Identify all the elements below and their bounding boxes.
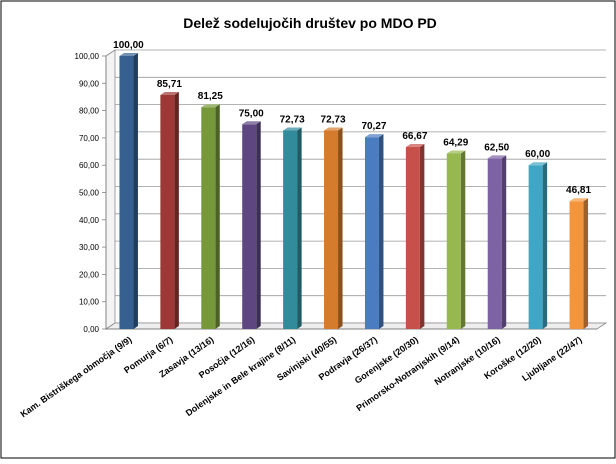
data-label: 62,50 <box>484 142 509 153</box>
chart-title: Delež sodelujočih društev po MDO PD <box>183 15 437 31</box>
bar <box>242 121 261 329</box>
left-wall <box>105 49 116 330</box>
bar-top <box>487 155 507 159</box>
bar-front <box>160 95 175 329</box>
bar-top <box>569 198 589 202</box>
data-label: 100,00 <box>113 40 144 51</box>
y-tick-label: 20,00 <box>79 270 100 279</box>
data-label: 72,73 <box>321 114 346 125</box>
bar <box>405 143 425 329</box>
bar <box>119 53 138 329</box>
axes <box>102 49 608 330</box>
bar-side <box>501 155 507 329</box>
y-tick-label: 80,00 <box>79 107 100 116</box>
y-tick-label: 70,00 <box>79 134 100 143</box>
y-tick-label: 40,00 <box>79 216 100 225</box>
y-tick-label: 0,00 <box>83 325 99 334</box>
bar-side <box>215 104 220 329</box>
bar <box>283 127 302 329</box>
bar-front <box>201 107 216 329</box>
bar-side <box>133 53 138 329</box>
bar-side <box>583 198 589 329</box>
bar-top <box>446 150 466 154</box>
data-label: 75,00 <box>239 108 264 119</box>
y-tick-label: 50,00 <box>79 189 100 198</box>
bar-top <box>364 134 384 138</box>
bar-front <box>528 165 543 329</box>
bar-top <box>160 92 179 96</box>
bar-side <box>460 150 466 329</box>
y-tick-label: 90,00 <box>79 79 100 88</box>
bar-side <box>338 127 343 329</box>
bar-front <box>119 56 134 329</box>
bar-side <box>174 92 179 329</box>
data-label: 85,71 <box>157 79 182 90</box>
bar <box>487 155 507 329</box>
y-tick-label: 100,00 <box>75 52 100 61</box>
bar <box>569 198 589 329</box>
bar-front <box>242 124 257 329</box>
data-label: 72,73 <box>280 114 305 125</box>
bar-top <box>528 162 548 166</box>
bar <box>528 162 548 329</box>
bar <box>201 104 220 329</box>
bar-front <box>283 130 298 329</box>
bar <box>446 150 466 329</box>
bar-front <box>569 201 584 329</box>
bar-front <box>487 158 502 329</box>
bar-side <box>378 134 384 329</box>
bar-top <box>242 121 261 125</box>
data-label: 81,25 <box>198 91 223 102</box>
bar <box>324 127 343 329</box>
bar-top <box>119 53 138 56</box>
bar-side <box>419 143 425 329</box>
bar-front <box>324 130 339 329</box>
bar-front <box>364 137 379 329</box>
bar-front <box>405 146 420 329</box>
bar <box>364 134 384 329</box>
bar-top <box>405 143 425 147</box>
bar-top <box>324 127 343 131</box>
bar-top <box>201 104 220 108</box>
bars <box>119 53 589 329</box>
y-tick-labels: 0,00 10,00 20,00 30,00 40,00 50,00 60,00 70,00 8… <box>75 52 100 334</box>
bar-side <box>256 121 261 329</box>
y-tick-label: 10,00 <box>79 298 100 307</box>
data-label: 66,67 <box>402 131 427 142</box>
data-label: 60,00 <box>525 149 550 160</box>
data-labels: 100,00 85,71 81,25 75,00 72,73 72,73 70,27 66,6… <box>113 40 591 196</box>
bar-side <box>542 162 548 329</box>
data-label: 46,81 <box>566 185 591 196</box>
data-label: 64,29 <box>443 137 468 148</box>
data-label: 70,27 <box>361 121 386 132</box>
bar-top <box>283 127 302 131</box>
bar <box>160 92 179 329</box>
bar-front <box>446 153 461 329</box>
y-tick-label: 30,00 <box>79 243 100 252</box>
y-tick-label: 60,00 <box>79 161 100 170</box>
bar-side <box>297 127 302 329</box>
